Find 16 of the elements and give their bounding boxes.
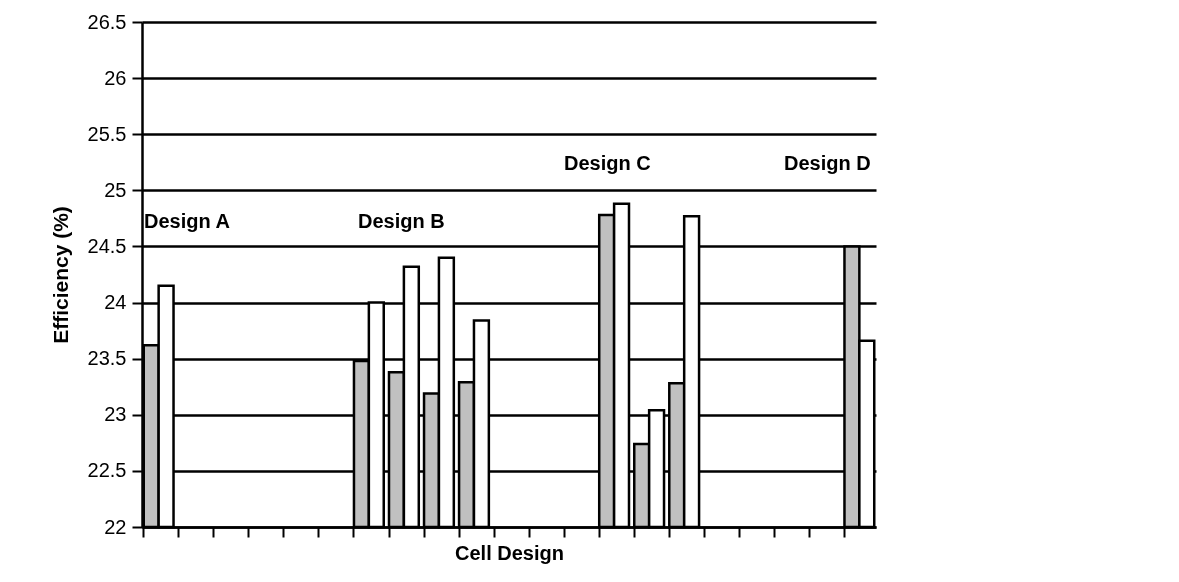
y-tick-label: 22.5 [87, 459, 127, 482]
x-axis-title: Cell Design [455, 541, 564, 564]
y-tick-label: 26.5 [87, 10, 127, 33]
y-tick-label: 24.5 [87, 234, 127, 257]
y-tick-label: 23.5 [87, 347, 127, 370]
annotation: Design C [564, 152, 651, 174]
y-tick-label: 25.5 [87, 122, 127, 145]
annotation: Design A [144, 210, 230, 232]
annotation: Design D [784, 152, 871, 174]
y-tick-label: 23 [104, 403, 127, 426]
annotation: Design B [358, 210, 445, 232]
y-tick-label: 25 [104, 178, 127, 201]
y-tick-label: 26 [104, 66, 127, 89]
y-axis-title: Efficiency (%) [48, 206, 72, 344]
y-tick-label: 22 [104, 515, 127, 538]
y-tick-label: 24 [104, 291, 127, 314]
